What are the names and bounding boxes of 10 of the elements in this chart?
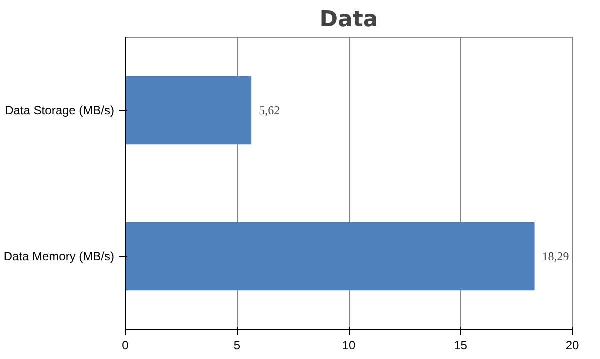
data-label: 5,62 xyxy=(259,104,280,118)
data-label: 18,29 xyxy=(542,250,570,264)
x-tick-label: 0 xyxy=(122,338,130,352)
y-tick-label: Data Storage (MB/s) xyxy=(5,104,115,118)
chart-title: Data xyxy=(320,8,378,32)
x-tick-label: 15 xyxy=(454,338,468,352)
x-tick-label: 10 xyxy=(342,338,356,352)
y-tick-label: Data Memory (MB/s) xyxy=(4,250,115,264)
x-tick-label: 5 xyxy=(234,338,241,352)
x-tick-label: 20 xyxy=(566,338,580,352)
